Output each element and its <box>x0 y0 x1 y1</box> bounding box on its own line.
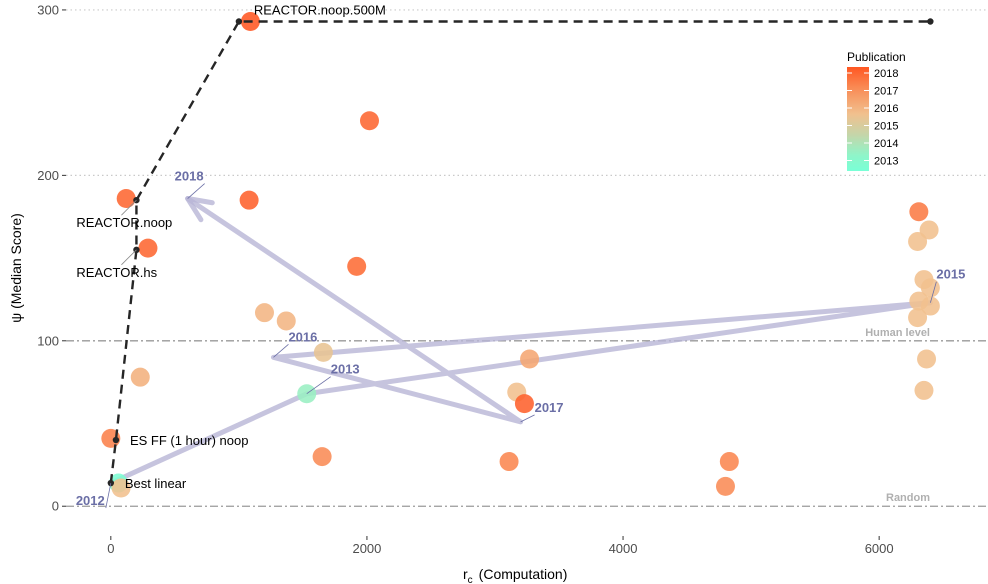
year-label: 2013 <box>331 362 360 377</box>
x-tick-label: 6000 <box>865 541 894 556</box>
data-point <box>514 394 534 414</box>
data-point <box>116 189 136 209</box>
y-axis-title: ψ (Median Score) <box>8 213 24 323</box>
legend-label: 2013 <box>874 156 898 168</box>
year-label-leader <box>929 281 937 303</box>
data-point <box>312 447 332 467</box>
x-tick-label: 4000 <box>609 541 638 556</box>
year-label-leader <box>306 376 331 395</box>
data-point <box>254 303 274 323</box>
frontier-label: Best linear <box>125 476 187 491</box>
frontier-label-leader <box>121 249 137 266</box>
x-axis-title-subscript: c <box>468 575 473 584</box>
legend-label: 2016 <box>874 103 898 115</box>
data-point <box>520 349 540 369</box>
reference-line-label: Random <box>886 492 930 504</box>
frontier-point <box>107 479 115 487</box>
legend-label: 2017 <box>874 86 898 98</box>
year-label: 2015 <box>936 267 965 282</box>
legend-title: Publication <box>847 50 906 64</box>
year-label-leader <box>105 482 112 509</box>
reference-line-label: Human level <box>865 327 930 339</box>
data-point <box>719 452 739 472</box>
data-point <box>239 190 259 210</box>
data-point <box>130 367 150 387</box>
frontier-label: REACTOR.noop <box>76 215 172 230</box>
y-tick-label: 0 <box>52 499 59 514</box>
frontier-point <box>927 18 934 25</box>
annotations: REACTOR.noop.500M REACTOR.noop REACTOR.hs E… <box>76 3 965 509</box>
gridlines <box>66 9 988 176</box>
legend-colorbar <box>847 67 869 171</box>
year-label-leader <box>187 183 205 199</box>
data-point <box>914 380 934 400</box>
legend: Publication 2018 2017 2016 2015 2014 2013 <box>847 50 906 171</box>
data-point <box>715 476 735 496</box>
data-point <box>920 296 940 316</box>
frontier-label: REACTOR.hs <box>76 265 157 280</box>
x-tick-label: 0 <box>107 541 114 556</box>
frontier-label: ES FF (1 hour) noop <box>130 433 249 448</box>
year-label: 2018 <box>175 169 204 184</box>
year-label: 2016 <box>288 329 317 344</box>
frontier-point <box>235 18 243 25</box>
legend-label: 2015 <box>874 121 898 133</box>
trajectory-line <box>108 196 933 486</box>
year-label-leader <box>273 344 289 358</box>
year-label: 2012 <box>76 493 105 508</box>
legend-label: 2018 <box>874 68 898 80</box>
data-point <box>111 478 131 498</box>
data-point <box>908 308 928 328</box>
y-tick-label: 300 <box>37 2 59 17</box>
data-point <box>908 232 928 252</box>
data-point <box>138 238 158 258</box>
data-point <box>313 342 333 362</box>
x-tick-label: 2000 <box>352 541 381 556</box>
reference-lines: Human level Random <box>66 327 988 507</box>
data-point <box>919 220 939 240</box>
x-axis-title-main: r <box>463 566 468 582</box>
frontier-point <box>112 436 120 444</box>
axes: 0 2000 4000 6000 0 100 200 300 <box>37 2 893 556</box>
x-axis-title: rc (Computation) <box>463 566 567 584</box>
data-point <box>917 349 937 369</box>
data-point <box>359 111 379 131</box>
data-points <box>101 12 940 498</box>
data-point <box>276 311 296 331</box>
data-point <box>909 202 929 222</box>
frontier-label-leader <box>121 199 137 216</box>
frontier-path <box>109 20 931 484</box>
data-point <box>499 452 519 472</box>
frontier-line <box>107 18 934 487</box>
year-label: 2017 <box>535 400 564 415</box>
frontier-label: REACTOR.noop.500M <box>254 3 386 18</box>
data-point <box>347 256 367 276</box>
y-tick-label: 100 <box>37 333 59 348</box>
y-tick-label: 200 <box>37 168 59 183</box>
legend-label: 2014 <box>874 138 898 150</box>
year-label-leader <box>520 414 535 423</box>
x-axis-title-rest: (Computation) <box>479 566 568 582</box>
data-point <box>920 278 940 298</box>
